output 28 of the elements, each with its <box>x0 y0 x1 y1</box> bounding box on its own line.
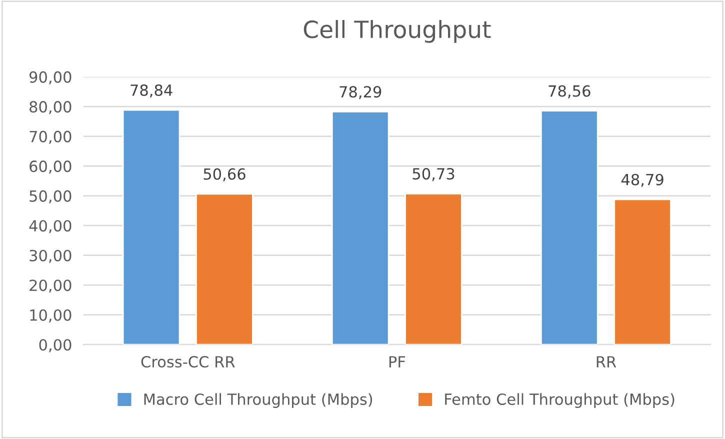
y-tick-label: 0,00 <box>39 339 72 352</box>
y-tick-label: 70,00 <box>30 130 72 144</box>
y-tick-label: 10,00 <box>30 309 72 322</box>
x-tick-label: PF <box>389 356 406 368</box>
data-label: 50,66 <box>204 168 246 182</box>
bar <box>331 110 390 345</box>
y-tick-label: 60,00 <box>30 160 72 174</box>
bar <box>540 110 598 345</box>
legend-label: Femto Cell Throughput (Mbps) <box>445 393 674 408</box>
y-tick-label: 20,00 <box>30 280 72 293</box>
y-tick-label: 90,00 <box>29 71 72 84</box>
x-tick-label: Cross-CC RR <box>141 356 235 368</box>
data-label: 78,84 <box>130 84 172 98</box>
bar <box>122 109 180 345</box>
y-tick-label: 50,00 <box>30 190 72 204</box>
y-tick-label: 30,00 <box>30 250 72 263</box>
y-tick-label: 40,00 <box>29 220 72 234</box>
data-label: 78,29 <box>340 86 382 100</box>
chart-title: Cell Throughput <box>304 20 491 43</box>
data-label: 48,79 <box>621 174 664 187</box>
bar <box>196 193 254 345</box>
bar <box>404 192 462 345</box>
x-tick-label: RR <box>596 356 616 368</box>
legend-label: Macro Cell Throughput (Mbps) <box>144 393 372 408</box>
data-label: 50,73 <box>412 168 454 182</box>
y-tick-label: 80,00 <box>30 101 72 114</box>
data-label: 78,56 <box>548 85 590 98</box>
bar <box>614 198 672 345</box>
